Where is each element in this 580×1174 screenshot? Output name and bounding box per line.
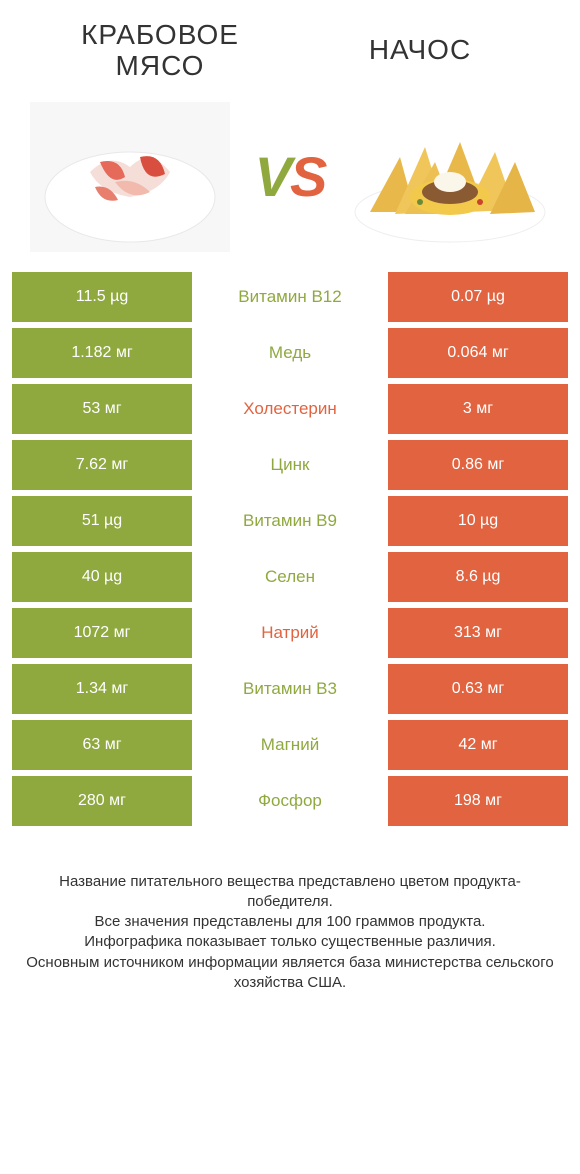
nachos-image: [350, 102, 550, 252]
value-left: 1072 мг: [12, 608, 192, 658]
nutrient-label: Фосфор: [192, 776, 388, 826]
nutrient-label: Витамин B9: [192, 496, 388, 546]
nutrient-label: Селен: [192, 552, 388, 602]
table-row: 11.5 µgВитамин B120.07 µg: [12, 272, 568, 322]
footnote-line: Инфографика показывает только существенн…: [20, 932, 560, 952]
value-right: 3 мг: [388, 384, 568, 434]
value-right: 10 µg: [388, 496, 568, 546]
footnote-line: Название питательного вещества представл…: [20, 872, 560, 913]
value-left: 53 мг: [12, 384, 192, 434]
footnote: Название питательного вещества представл…: [0, 832, 580, 1014]
table-row: 1.182 мгМедь0.064 мг: [12, 328, 568, 378]
vs-s: S: [290, 145, 325, 208]
title-right: Начос: [300, 35, 540, 66]
table-row: 40 µgСелен8.6 µg: [12, 552, 568, 602]
value-right: 0.07 µg: [388, 272, 568, 322]
title-left: Крабовое мясо: [40, 20, 280, 82]
nutrient-label: Витамин B3: [192, 664, 388, 714]
header: Крабовое мясо Начос: [0, 0, 580, 92]
nutrient-label: Натрий: [192, 608, 388, 658]
value-left: 1.34 мг: [12, 664, 192, 714]
value-right: 0.63 мг: [388, 664, 568, 714]
value-right: 42 мг: [388, 720, 568, 770]
table-row: 1072 мгНатрий313 мг: [12, 608, 568, 658]
value-left: 63 мг: [12, 720, 192, 770]
table-row: 280 мгФосфор198 мг: [12, 776, 568, 826]
vs-v: V: [255, 145, 290, 208]
nutrient-label: Витамин B12: [192, 272, 388, 322]
footnote-line: Основным источником информации является …: [20, 953, 560, 994]
value-left: 7.62 мг: [12, 440, 192, 490]
table-row: 1.34 мгВитамин B30.63 мг: [12, 664, 568, 714]
images-row: VS: [0, 92, 580, 272]
value-left: 11.5 µg: [12, 272, 192, 322]
nutrient-label: Холестерин: [192, 384, 388, 434]
value-left: 1.182 мг: [12, 328, 192, 378]
nutrient-label: Магний: [192, 720, 388, 770]
value-right: 0.86 мг: [388, 440, 568, 490]
value-left: 40 µg: [12, 552, 192, 602]
crab-meat-image: [30, 102, 230, 252]
value-right: 198 мг: [388, 776, 568, 826]
table-row: 51 µgВитамин B910 µg: [12, 496, 568, 546]
value-left: 280 мг: [12, 776, 192, 826]
nutrient-label: Медь: [192, 328, 388, 378]
footnote-line: Все значения представлены для 100 граммо…: [20, 912, 560, 932]
vs-label: VS: [255, 144, 326, 209]
table-row: 7.62 мгЦинк0.86 мг: [12, 440, 568, 490]
value-right: 313 мг: [388, 608, 568, 658]
comparison-table: 11.5 µgВитамин B120.07 µg 1.182 мгМедь0.0…: [0, 272, 580, 826]
table-row: 53 мгХолестерин3 мг: [12, 384, 568, 434]
table-row: 63 мгМагний42 мг: [12, 720, 568, 770]
nutrient-label: Цинк: [192, 440, 388, 490]
value-right: 0.064 мг: [388, 328, 568, 378]
value-left: 51 µg: [12, 496, 192, 546]
value-right: 8.6 µg: [388, 552, 568, 602]
